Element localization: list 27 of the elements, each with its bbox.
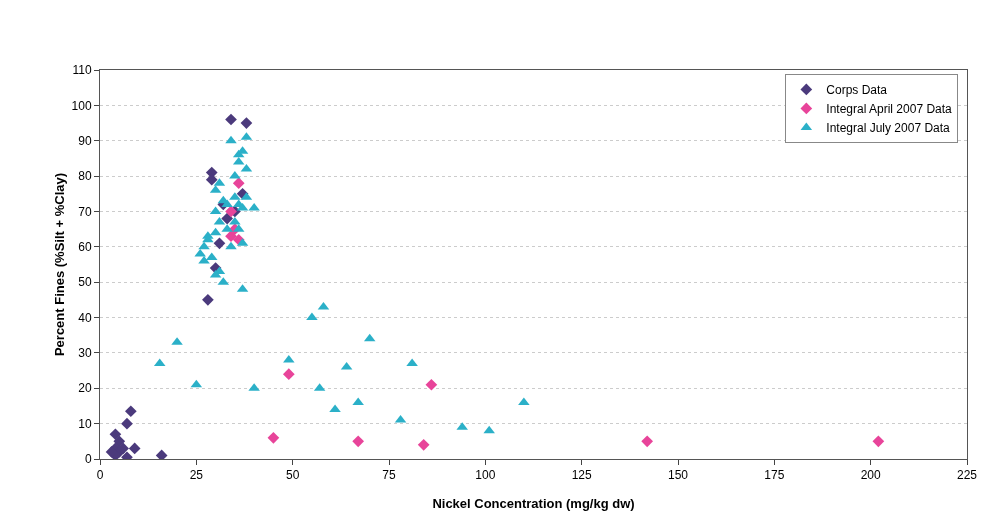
y-tick-label: 70 — [78, 204, 92, 219]
y-axis-title: Percent Fines (%Silt + %Clay) — [52, 172, 67, 357]
x-tick-label: 200 — [860, 468, 881, 483]
x-axis-title: Nickel Concentration (mg/kg dw) — [432, 496, 635, 511]
y-tick-label: 90 — [78, 133, 92, 148]
x-tick-label: 100 — [475, 468, 496, 483]
y-tick-label: 110 — [72, 63, 92, 78]
y-tick-label: 50 — [78, 275, 92, 290]
y-tick-label: 60 — [78, 240, 92, 255]
x-tick-label: 225 — [956, 468, 978, 483]
y-tick-label: 10 — [78, 416, 92, 431]
y-tick-label: 0 — [84, 452, 92, 467]
legend-label: Integral April 2007 Data — [826, 102, 953, 117]
legend-label: Integral July 2007 Data — [826, 121, 951, 136]
y-tick-label: 40 — [78, 310, 92, 325]
x-tick-label: 175 — [764, 468, 785, 483]
x-tick-label: 0 — [96, 468, 104, 483]
legend-label: Corps Data — [826, 83, 888, 98]
x-tick-label: 75 — [382, 468, 396, 483]
x-tick-label: 150 — [667, 468, 689, 483]
y-tick-label: 80 — [78, 169, 92, 184]
x-tick-label: 25 — [189, 468, 204, 483]
y-tick-label: 30 — [78, 346, 92, 361]
y-tick-label: 100 — [71, 98, 92, 113]
x-tick-label: 125 — [571, 468, 592, 483]
x-tick-label: 50 — [285, 468, 300, 483]
y-tick-label: 20 — [78, 381, 92, 396]
